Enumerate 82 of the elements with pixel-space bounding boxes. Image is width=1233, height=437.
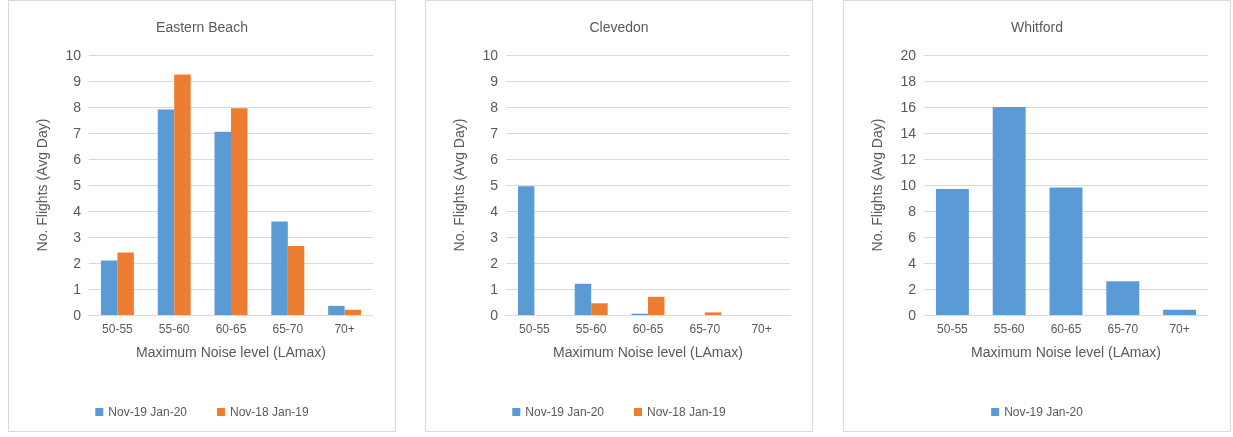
bar xyxy=(935,188,969,315)
y-tick-label: 1 xyxy=(73,281,82,297)
x-axis-title: Maximum Noise level (LAmax) xyxy=(971,344,1161,360)
y-axis-title: No. Flights (Avg Day) xyxy=(869,118,885,252)
bar xyxy=(591,303,608,315)
bar xyxy=(704,312,722,315)
chart-title: Eastern Beach xyxy=(156,19,248,35)
x-tick-label: 70+ xyxy=(751,322,772,336)
y-axis-title: No. Flights (Avg Day) xyxy=(451,118,467,252)
y-tick-label: 5 xyxy=(73,177,82,193)
y-tick-label: 20 xyxy=(900,47,917,63)
y-tick-label: 4 xyxy=(73,203,82,219)
bar xyxy=(117,252,134,315)
y-tick-label: 8 xyxy=(490,99,499,115)
x-tick-label: 50-55 xyxy=(937,322,969,336)
y-tick-label: 8 xyxy=(73,99,82,115)
bar xyxy=(574,283,592,315)
y-tick-label: 5 xyxy=(490,177,499,193)
bar xyxy=(271,221,288,315)
y-tick-label: 2 xyxy=(73,255,82,271)
x-axis-title: Maximum Noise level (LAmax) xyxy=(553,344,743,360)
y-tick-label: 6 xyxy=(908,229,917,245)
y-tick-label: 7 xyxy=(490,125,499,141)
x-tick-label: 50-55 xyxy=(519,322,551,336)
bar xyxy=(287,246,305,315)
x-tick-label: 70+ xyxy=(1169,322,1190,336)
y-tick-label: 3 xyxy=(73,229,82,245)
y-tick-label: 7 xyxy=(73,125,82,141)
chart-title: Whitford xyxy=(1010,19,1064,35)
y-tick-label: 12 xyxy=(900,151,917,167)
y-tick-label: 2 xyxy=(908,281,917,297)
x-tick-label: 65-70 xyxy=(689,322,721,336)
x-axis-title: Maximum Noise level (LAmax) xyxy=(136,344,326,360)
y-tick-label: 0 xyxy=(490,307,499,323)
x-tick-label: 55-60 xyxy=(158,322,190,336)
bar xyxy=(157,109,175,315)
legend-label: Nov-19 Jan-20 xyxy=(525,405,605,419)
bar xyxy=(1106,281,1140,315)
x-tick-label: 50-55 xyxy=(102,322,134,336)
y-tick-label: 6 xyxy=(73,151,82,167)
y-tick-label: 9 xyxy=(73,73,82,89)
y-tick-label: 4 xyxy=(490,203,499,219)
y-tick-label: 14 xyxy=(900,125,917,141)
bar xyxy=(1049,187,1083,315)
bar xyxy=(1163,309,1197,315)
x-tick-label: 60-65 xyxy=(632,322,664,336)
bar xyxy=(992,107,1026,315)
chart-title: Clevedon xyxy=(589,19,649,35)
y-tick-label: 8 xyxy=(908,203,917,219)
y-tick-label: 6 xyxy=(490,151,499,167)
bar xyxy=(648,296,665,315)
bar xyxy=(214,131,231,315)
legend-label: Nov-19 Jan-20 xyxy=(1004,405,1084,419)
y-tick-label: 1 xyxy=(490,281,499,297)
legend-label: Nov-19 Jan-20 xyxy=(108,405,188,419)
x-tick-label: 55-60 xyxy=(575,322,607,336)
legend-label: Nov-18 Jan-19 xyxy=(647,405,727,419)
y-tick-label: 10 xyxy=(65,47,82,63)
y-tick-label: 10 xyxy=(900,177,917,193)
bar xyxy=(174,74,191,315)
y-tick-label: 16 xyxy=(900,99,917,115)
x-tick-label: 65-70 xyxy=(1107,322,1139,336)
y-tick-label: 2 xyxy=(490,255,499,271)
x-tick-label: 60-65 xyxy=(215,322,247,336)
x-tick-label: 65-70 xyxy=(272,322,304,336)
y-tick-label: 0 xyxy=(73,307,82,323)
x-tick-label: 60-65 xyxy=(1050,322,1082,336)
bar xyxy=(231,108,248,315)
legend-label: Nov-18 Jan-19 xyxy=(230,405,310,419)
y-tick-label: 4 xyxy=(908,255,917,271)
bar xyxy=(517,186,535,315)
y-axis-title: No. Flights (Avg Day) xyxy=(34,118,50,252)
x-tick-label: 70+ xyxy=(334,322,355,336)
bar xyxy=(344,309,362,315)
y-tick-label: 3 xyxy=(490,229,499,245)
bar xyxy=(100,260,118,315)
x-tick-label: 55-60 xyxy=(993,322,1025,336)
y-tick-label: 9 xyxy=(490,73,499,89)
y-tick-label: 0 xyxy=(908,307,917,323)
y-tick-label: 10 xyxy=(482,47,499,63)
y-tick-label: 18 xyxy=(900,73,917,89)
bar xyxy=(328,305,345,315)
